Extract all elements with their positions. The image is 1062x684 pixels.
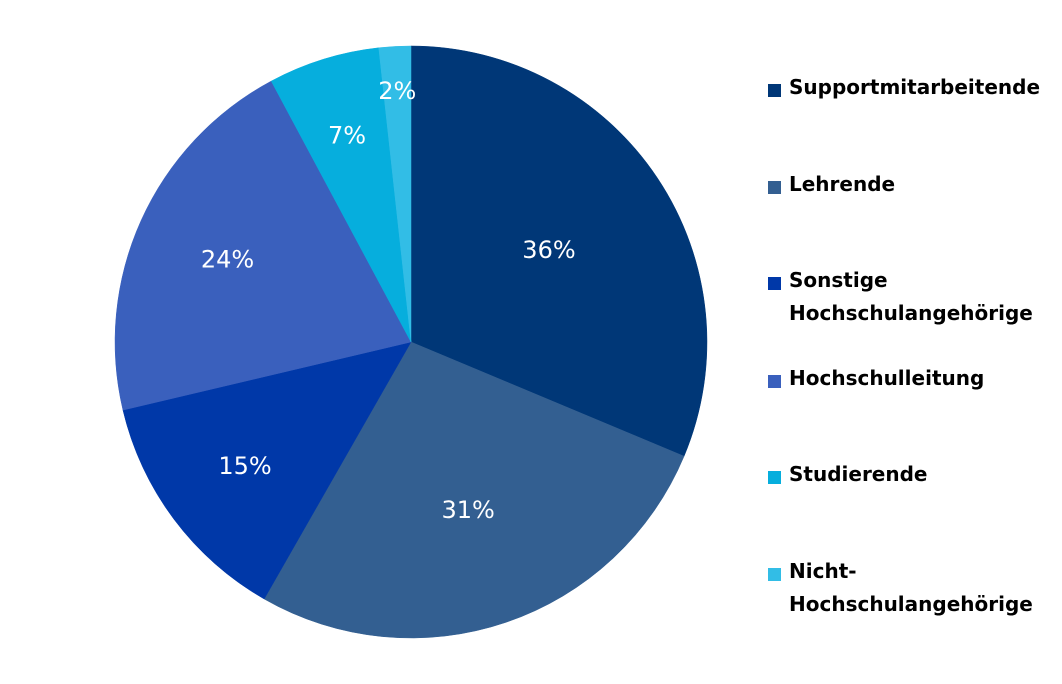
pie-value-label: 24%	[201, 245, 254, 273]
legend-label-hochschulleitung: Hochschulleitung	[789, 366, 985, 390]
pie-slice-lehrende	[263, 341, 685, 639]
pie-slice-hochschulleitung	[114, 80, 412, 411]
legend-item-sonstige-hochschulangehoerige: Sonstige Hochschulangehörige	[768, 268, 1059, 330]
legend-item-supportmitarbeitende: Supportmitarbeitende	[768, 75, 1059, 104]
pie-value-labels: 36% 31% 15% 24% 7% 2%	[201, 77, 576, 524]
pie-value-label: 36%	[522, 236, 575, 264]
legend-swatch-studierende	[768, 471, 781, 484]
pie-value-label: 2%	[378, 77, 416, 105]
legend-swatch-hochschulleitung	[768, 375, 781, 388]
pie-value-label: 7%	[328, 122, 366, 150]
legend-item-lehrende: Lehrende	[768, 172, 1059, 201]
pie-slice-nicht-hochschulangeh-rige	[378, 45, 412, 343]
legend-label-studierende: Studierende	[789, 462, 928, 486]
legend-label-supportmitarbeitende: Supportmitarbeitende	[789, 75, 1041, 99]
legend-item-hochschulleitung: Hochschulleitung	[768, 366, 1059, 395]
pie-slice-sonstige-hochschulangeh-rige	[122, 341, 412, 600]
pie-slices	[114, 45, 708, 639]
legend-label-lehrende: Lehrende	[789, 172, 896, 196]
legend-swatch-sonstige-hochschulangehoerige	[768, 277, 781, 290]
legend-label-nicht-hochschulangehoerige: Nicht-Hochschulangehörige	[789, 559, 1033, 616]
pie-value-label: 15%	[218, 452, 271, 480]
legend-item-nicht-hochschulangehoerige: Nicht-Hochschulangehörige	[768, 559, 1059, 621]
legend-swatch-nicht-hochschulangehoerige	[768, 568, 781, 581]
pie-value-label: 31%	[442, 496, 495, 524]
pie-slice-supportmitarbeitende	[410, 45, 708, 457]
legend-label-sonstige-hochschulangehoerige: Sonstige Hochschulangehörige	[789, 268, 1033, 325]
legend-swatch-lehrende	[768, 181, 781, 194]
legend-item-studierende: Studierende	[768, 462, 1059, 491]
legend-swatch-supportmitarbeitende	[768, 84, 781, 97]
legend: Supportmitarbeitende Lehrende Sonstige H…	[768, 0, 1058, 684]
